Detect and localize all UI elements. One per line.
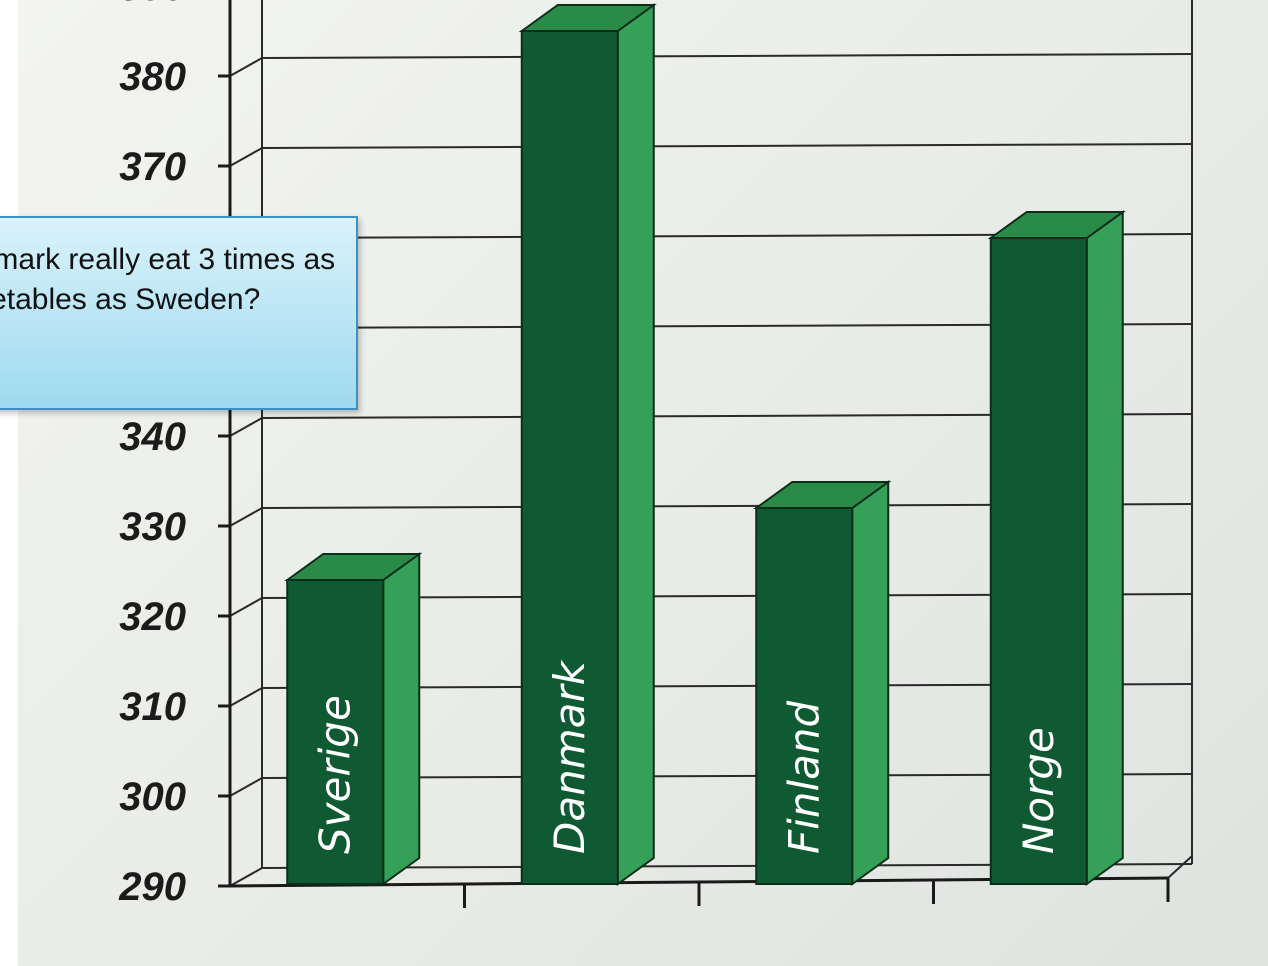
- grid-connector-370: [229, 147, 263, 167]
- y-tick-label-310: 310: [119, 685, 186, 729]
- bar-label-danmark: Danmark: [545, 659, 594, 854]
- grid-connector-380: [229, 57, 263, 77]
- y-tick-label-380: 380: [119, 55, 186, 99]
- annotation-callout: Does Denmark really eat 3 times as many …: [0, 216, 358, 410]
- grid-connector-340: [229, 417, 263, 437]
- grid-connector-310: [229, 687, 263, 707]
- bar-side-norge: [1085, 210, 1124, 886]
- grid-connector-290: [229, 867, 263, 887]
- grid-connector-330: [229, 507, 263, 527]
- floor-right-edge: [1167, 855, 1193, 879]
- bar-side-finland: [851, 480, 890, 886]
- bar-norge: Norge: [987, 210, 1126, 886]
- y-tick-label-290: 290: [118, 865, 186, 909]
- bar-label-sverige: Sverige: [310, 695, 359, 854]
- bar-side-sverige: [382, 552, 421, 886]
- bar-front-finland: [755, 507, 854, 885]
- y-tick-label-370: 370: [119, 145, 186, 189]
- bar-label-finland: Finland: [779, 701, 828, 854]
- gridline-380: [261, 53, 1193, 59]
- bar-label-norge: Norge: [1014, 727, 1063, 854]
- annotation-text: Does Denmark really eat 3 times as many …: [0, 243, 336, 316]
- y-tick-label-330: 330: [119, 505, 186, 549]
- bar-front-sverige: [286, 579, 385, 885]
- chart-bars: Sverige Danmark Finland Norge: [284, 3, 1126, 886]
- bar-front-norge: [989, 237, 1088, 885]
- bar-side-danmark: [616, 3, 655, 886]
- y-tick-label-300: 300: [119, 775, 186, 819]
- grid-connector-300: [229, 777, 263, 797]
- y-tick-label-320: 320: [119, 595, 186, 639]
- bar-front-danmark: [520, 30, 619, 885]
- bar-danmark: Danmark: [518, 3, 657, 886]
- y-tick-label-390: 390: [119, 0, 186, 9]
- y-axis-tick-labels: 290 300 310 320 330 340 370 380 390: [118, 0, 186, 909]
- bar-sverige: Sverige: [284, 552, 423, 886]
- gridline-370: [261, 143, 1193, 149]
- y-tick-label-340: 340: [119, 415, 186, 459]
- grid-connector-320: [229, 597, 263, 617]
- bar-finland: Finland: [753, 480, 892, 886]
